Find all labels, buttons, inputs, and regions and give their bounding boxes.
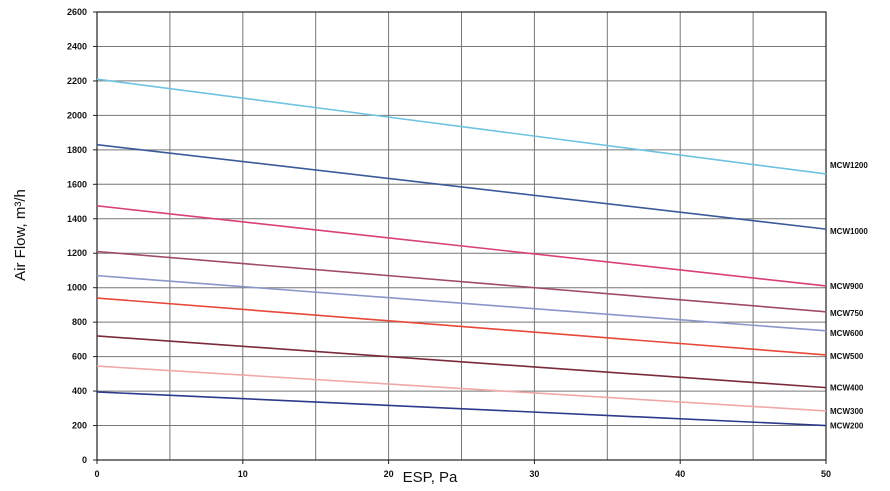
series-label-mcw750: MCW750 xyxy=(830,309,864,318)
x-axis-ticks: 0 10 20 30 40 50 xyxy=(94,460,831,479)
grid xyxy=(96,11,827,461)
series-label-mcw900: MCW900 xyxy=(830,282,864,291)
series-label-mcw1200: MCW1200 xyxy=(830,161,868,170)
x-tick-label: 0 xyxy=(94,469,99,479)
y-tick-label: 600 xyxy=(72,352,87,362)
y-tick-label: 1200 xyxy=(67,248,87,258)
y-tick-label: 200 xyxy=(72,421,87,431)
series-line-mcw1200 xyxy=(96,78,827,175)
y-axis-title: Air Flow, m³/h xyxy=(12,189,29,281)
x-axis-title: ESP, Pa xyxy=(403,469,458,486)
y-tick-label: 1000 xyxy=(67,283,87,293)
series-line-mcw200 xyxy=(96,391,827,427)
series-line-mcw750 xyxy=(96,250,827,313)
y-tick-label: 400 xyxy=(72,386,87,396)
series-label-mcw500: MCW500 xyxy=(830,352,864,361)
series-line-mcw1000 xyxy=(96,143,827,230)
series-line-mcw400 xyxy=(96,335,827,389)
series-label-mcw300: MCW300 xyxy=(830,407,864,416)
series-label-mcw600: MCW600 xyxy=(830,329,864,338)
series-label-mcw1000: MCW1000 xyxy=(830,227,868,236)
series-line-mcw900 xyxy=(96,205,827,287)
plot-frame xyxy=(96,11,827,461)
x-tick-label: 40 xyxy=(675,469,685,479)
x-tick-label: 50 xyxy=(821,469,831,479)
series-lines xyxy=(96,78,827,427)
series-label-mcw400: MCW400 xyxy=(830,384,864,393)
y-tick-label: 800 xyxy=(72,317,87,327)
x-tick-label: 20 xyxy=(384,469,394,479)
series-line-mcw300 xyxy=(96,365,827,412)
y-tick-label: 2200 xyxy=(67,76,87,86)
y-tick-label: 1600 xyxy=(67,179,87,189)
y-tick-label: 2400 xyxy=(67,41,87,51)
y-tick-label: 1800 xyxy=(67,145,87,155)
series-line-mcw500 xyxy=(96,297,827,356)
series-line-mcw600 xyxy=(96,274,827,332)
y-tick-label: 1400 xyxy=(67,214,87,224)
y-axis-ticks: 0 200 400 600 800 1000 1200 1400 1600 1800 2000 220… xyxy=(67,7,97,465)
plot-border xyxy=(96,11,827,461)
series-labels: MCW1200 MCW1000 MCW900 MCW750 MCW600 MCW500 MC… xyxy=(830,161,868,431)
y-tick-label: 2000 xyxy=(67,110,87,120)
x-tick-label: 10 xyxy=(238,469,248,479)
series-label-mcw200: MCW200 xyxy=(830,422,864,431)
x-tick-label: 30 xyxy=(529,469,539,479)
y-tick-label: 0 xyxy=(82,455,87,465)
y-tick-label: 2600 xyxy=(67,7,87,17)
